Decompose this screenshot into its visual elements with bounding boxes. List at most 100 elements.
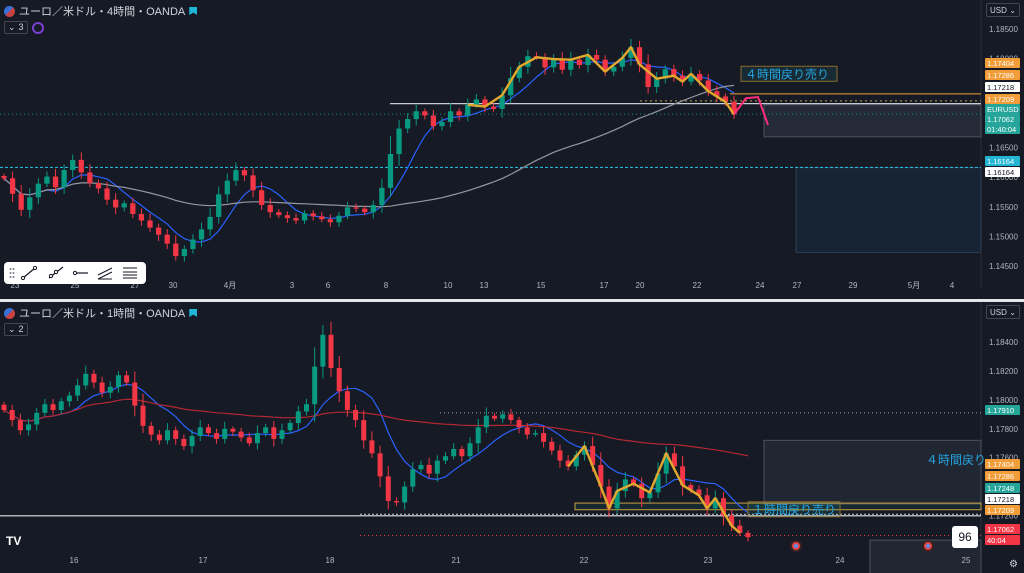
candle-body: [679, 75, 686, 82]
candle-body: [276, 212, 282, 216]
indicator-count: 2: [18, 324, 24, 334]
candle-body: [35, 183, 41, 198]
symbol-header[interactable]: ユーロ／米ドル・1時間・OANDA: [4, 306, 198, 320]
bookmark-icon[interactable]: [189, 7, 198, 15]
candle-body: [95, 183, 102, 189]
price-tag: [985, 156, 1020, 166]
y-tick-label: 1.14500: [989, 262, 1018, 271]
chart-panel-1h[interactable]: ４時間戻り １時間戻り売り 1.18400 1.18200 1.18000 1.17800…: [0, 302, 1024, 573]
chart-4h-canvas[interactable]: ４時間戻り売り1.185001.180001.175001.170001.165…: [0, 0, 1024, 299]
x-tick-label: 6: [326, 281, 331, 290]
candle-body: [434, 460, 440, 474]
candle-body: [271, 427, 277, 439]
candle-body: [34, 412, 40, 425]
zone-label-box: [740, 65, 838, 82]
price-tag-label: 1.17209: [987, 95, 1014, 104]
price-tag: [985, 58, 1020, 68]
candle-body: [737, 525, 743, 533]
drawing-toolbar[interactable]: [4, 262, 146, 284]
drag-handle-icon[interactable]: [8, 264, 16, 282]
support-zone: [795, 167, 982, 254]
candle-body: [173, 243, 179, 257]
price-tag-label: 40:04: [987, 536, 1006, 545]
economic-event-icon[interactable]: [922, 540, 934, 552]
candle-body: [75, 385, 81, 396]
chart-1h-canvas[interactable]: ４時間戻り １時間戻り売り 1.18400 1.18200 1.18000 1.17800…: [0, 302, 1024, 573]
candle-body: [396, 128, 402, 155]
candle-body: [66, 395, 72, 402]
candle-body: [198, 229, 205, 240]
x-tick-label: 5月: [908, 281, 920, 290]
candle-body: [696, 489, 702, 496]
ray-icon[interactable]: [43, 264, 66, 282]
zigzag-line: [467, 46, 735, 115]
candle-body: [590, 446, 596, 465]
gear-icon[interactable]: ⚙: [1009, 559, 1018, 570]
chart-panel-4h[interactable]: ４時間戻り売り1.185001.180001.175001.170001.165…: [0, 0, 1024, 299]
candle-body: [647, 492, 653, 499]
candle-body: [745, 532, 751, 538]
x-tick-label: 30: [169, 281, 178, 290]
candle-body: [263, 427, 269, 434]
x-tick-label: 16: [70, 556, 79, 565]
candle-body: [107, 386, 113, 393]
trend-line-icon[interactable]: [18, 264, 41, 282]
symbol-header[interactable]: ユーロ／米ドル・4時間・OANDA: [4, 4, 198, 18]
candle-body: [156, 434, 162, 441]
candle-body: [622, 479, 628, 491]
indicator-collapse[interactable]: ⌄ 2: [4, 323, 28, 336]
candle-body: [619, 57, 625, 67]
candle-body: [680, 466, 686, 486]
candle-body: [165, 430, 171, 441]
candle-body: [87, 172, 93, 184]
candle-body: [447, 111, 454, 122]
candle-body: [639, 483, 645, 499]
candle-body: [83, 373, 89, 386]
candle-body: [9, 178, 16, 194]
bookmark-icon[interactable]: [189, 309, 198, 317]
chart-background: [0, 302, 1024, 573]
candle-body: [310, 213, 316, 217]
candle-body: [173, 430, 179, 439]
candle-body: [508, 414, 514, 421]
economic-event-icon[interactable]: [790, 540, 802, 552]
ma-long: [3, 84, 735, 208]
zone-label: ４時間戻り: [926, 453, 986, 467]
x-tick-label: 10: [444, 281, 453, 290]
currency-select[interactable]: USD ⌄: [986, 3, 1020, 17]
parallel-channel-icon[interactable]: [94, 264, 117, 282]
chevron-down-icon: ⌄: [1009, 5, 1016, 15]
candle-body: [585, 54, 591, 66]
candle-body: [303, 404, 310, 412]
price-tag: [985, 70, 1020, 80]
candle-body: [181, 248, 187, 257]
count-badge[interactable]: 96: [952, 526, 978, 548]
candle-body: [301, 213, 308, 221]
candle-body: [254, 433, 260, 444]
price-tag: [985, 524, 1020, 534]
candle-body: [336, 368, 342, 392]
price-tag: [985, 471, 1020, 481]
y-tick-label: 1.16000: [989, 173, 1018, 182]
candle-body: [576, 59, 583, 66]
candle-body: [147, 220, 153, 228]
candle-body: [230, 428, 236, 432]
indicator-collapse[interactable]: ⌄ 3: [4, 21, 44, 34]
x-tick-label: 15: [537, 281, 546, 290]
candle-body: [722, 96, 729, 102]
candle-body: [532, 433, 538, 435]
x-tick-label: 4: [950, 281, 955, 290]
fib-icon[interactable]: [119, 264, 142, 282]
horizontal-ray-icon[interactable]: [68, 264, 91, 282]
candle-body: [422, 111, 428, 116]
currency-select[interactable]: USD ⌄: [986, 305, 1020, 319]
indicator-ring-icon[interactable]: [31, 21, 44, 34]
chevron-down-icon: ⌄: [8, 22, 16, 32]
candle-body: [148, 425, 154, 435]
candle-body: [353, 207, 359, 209]
candle-body: [197, 427, 203, 436]
x-tick-label: 17: [199, 556, 208, 565]
candle-body: [645, 64, 651, 87]
candle-body: [671, 453, 677, 467]
pane-separator[interactable]: [0, 299, 1024, 302]
